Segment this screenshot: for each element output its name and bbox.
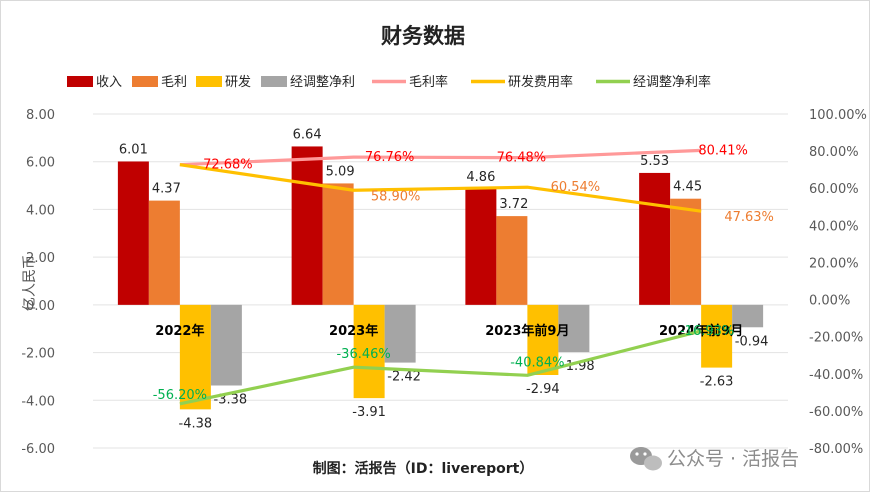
line-series bbox=[179, 148, 702, 167]
bar-data-label: 6.01 bbox=[119, 142, 148, 157]
bar-data-label: 4.45 bbox=[673, 180, 702, 195]
y2-tick-label: -40.00% bbox=[809, 368, 863, 383]
bar bbox=[353, 304, 385, 399]
line-data-label: -36.46% bbox=[336, 347, 390, 362]
bars bbox=[117, 146, 764, 410]
y2-tick-label: 80.00% bbox=[809, 145, 859, 160]
bar-data-label: -1.98 bbox=[561, 359, 595, 374]
y2-tick-label: 0.00% bbox=[809, 294, 850, 309]
y-tick-label: -2.00 bbox=[21, 347, 55, 362]
category-labels: 2022年 2023年 2023年前9月 2024年前9月 bbox=[155, 323, 743, 339]
y-tick-label: -4.00 bbox=[21, 394, 55, 409]
bar bbox=[322, 183, 354, 305]
bar bbox=[384, 304, 416, 363]
bar-data-label: -3.91 bbox=[352, 405, 386, 420]
wechat-icon bbox=[630, 447, 662, 471]
footer-credit: 制图：活报告（ID：livereport） bbox=[313, 460, 534, 477]
legend-label: 毛利率 bbox=[409, 74, 448, 90]
bar-data-label: 4.37 bbox=[152, 182, 181, 197]
y-tick-label: -6.00 bbox=[21, 442, 55, 457]
bar-data-label: 3.72 bbox=[499, 197, 528, 212]
legend-swatch bbox=[132, 76, 158, 87]
y2-tick-label: -60.00% bbox=[809, 405, 863, 420]
y-axis-right: 100.00% 80.00% 60.00% 40.00% 20.00% 0.00% -20.… bbox=[809, 108, 867, 457]
bar-data-label: 5.53 bbox=[640, 154, 669, 169]
y-axis-left: 8.00 6.00 4.00 2.00 0.00 -2.00 -4.00 -6.00 bbox=[21, 108, 55, 457]
legend-label: 收入 bbox=[96, 75, 122, 90]
line-data-label: -56.20% bbox=[153, 388, 207, 403]
line-data-label: 76.76% bbox=[365, 150, 415, 165]
y-axis-label: 亿人民币 bbox=[22, 255, 38, 311]
lines bbox=[179, 148, 702, 406]
bar-data-label: -0.94 bbox=[735, 334, 769, 349]
bar bbox=[732, 304, 764, 328]
category-label: 2022年 bbox=[155, 323, 204, 339]
grid bbox=[93, 113, 788, 449]
line-data-label: 47.63% bbox=[724, 210, 774, 225]
y2-tick-label: 40.00% bbox=[809, 219, 859, 234]
category-label: 2023年前9月 bbox=[485, 323, 569, 339]
category-label: 2023年 bbox=[329, 323, 378, 339]
line-labels: 72.68% 76.76% 76.48% 80.41% 58.90% 60.54% 47.6… bbox=[153, 143, 774, 402]
y2-tick-label: 100.00% bbox=[809, 108, 867, 123]
line-data-label: 58.90% bbox=[371, 189, 421, 204]
line-data-label: 60.54% bbox=[551, 180, 601, 195]
bar bbox=[117, 161, 149, 305]
bar-data-label: -2.42 bbox=[387, 370, 421, 385]
bar bbox=[558, 304, 590, 353]
legend-label: 经调整净利 bbox=[290, 75, 355, 90]
legend-swatch bbox=[196, 76, 222, 87]
bar bbox=[210, 304, 242, 386]
bar-data-label: 4.86 bbox=[466, 170, 495, 185]
bar bbox=[701, 304, 733, 368]
bar bbox=[148, 200, 180, 305]
legend: 收入 毛利 研发 经调整净利 毛利率 研发费用率 经调整净利率 bbox=[67, 74, 711, 90]
bar-data-label: 6.64 bbox=[293, 127, 322, 142]
line-series bbox=[179, 329, 702, 406]
y-tick-label: 8.00 bbox=[26, 108, 55, 123]
y2-tick-label: 60.00% bbox=[809, 182, 859, 197]
legend-label: 研发费用率 bbox=[508, 74, 573, 90]
bar bbox=[496, 216, 528, 305]
bar bbox=[179, 304, 211, 410]
bar bbox=[527, 304, 559, 375]
bar bbox=[465, 188, 497, 305]
legend-label: 毛利 bbox=[161, 75, 187, 90]
line-data-label: 76.48% bbox=[497, 151, 547, 166]
y-tick-label: 2.00 bbox=[26, 251, 55, 266]
bar bbox=[670, 198, 702, 305]
y-tick-label: 6.00 bbox=[26, 156, 55, 171]
line-data-label: -40.84% bbox=[510, 355, 564, 370]
legend-swatch bbox=[261, 76, 287, 87]
bar bbox=[639, 172, 671, 305]
bar bbox=[291, 146, 323, 305]
line-series bbox=[179, 163, 702, 213]
bar-data-label: 5.09 bbox=[326, 164, 355, 179]
watermark-text: 公众号 · 活报告 bbox=[667, 448, 799, 470]
y-tick-label: 0.00 bbox=[26, 299, 55, 314]
y2-tick-label: -20.00% bbox=[809, 331, 863, 346]
bar-data-label: -2.94 bbox=[526, 382, 560, 397]
y-tick-label: 4.00 bbox=[26, 203, 55, 218]
line-data-label: -16.93% bbox=[680, 324, 734, 339]
watermark: 公众号 · 活报告 bbox=[630, 447, 799, 471]
legend-label: 研发 bbox=[225, 74, 251, 90]
y2-tick-label: 20.00% bbox=[809, 256, 859, 271]
bar-labels: 6.014.37-4.38-3.386.645.09-3.91-2.424.86… bbox=[119, 127, 769, 431]
bar-data-label: -4.38 bbox=[179, 416, 213, 431]
bar-data-label: -2.63 bbox=[700, 375, 734, 390]
y2-tick-label: -80.00% bbox=[809, 442, 863, 457]
line-data-label: 72.68% bbox=[203, 158, 253, 173]
chart-title: 财务数据 bbox=[381, 24, 465, 48]
legend-swatch bbox=[67, 76, 93, 87]
line-data-label: 80.41% bbox=[698, 143, 748, 158]
legend-label: 经调整净利率 bbox=[633, 74, 711, 90]
